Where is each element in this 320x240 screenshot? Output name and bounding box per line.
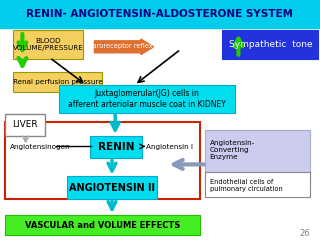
FancyBboxPatch shape (59, 85, 235, 113)
FancyArrow shape (94, 39, 154, 55)
Text: ANGIOTENSIN II: ANGIOTENSIN II (69, 183, 155, 193)
FancyBboxPatch shape (0, 0, 320, 28)
Text: Angiotensin-
Converting
Enzyme: Angiotensin- Converting Enzyme (210, 140, 255, 160)
FancyBboxPatch shape (5, 215, 200, 235)
FancyBboxPatch shape (205, 172, 310, 197)
FancyBboxPatch shape (13, 72, 102, 92)
FancyBboxPatch shape (5, 114, 45, 136)
Text: VASCULAR and VOLUME EFFECTS: VASCULAR and VOLUME EFFECTS (25, 221, 180, 229)
FancyBboxPatch shape (13, 30, 83, 59)
Text: LIVER: LIVER (12, 120, 38, 129)
Text: Angiotensinogen: Angiotensinogen (10, 144, 70, 150)
Text: 26: 26 (300, 228, 310, 238)
FancyBboxPatch shape (205, 130, 310, 185)
Text: Juxtaglomerular(JG) cells in
afferent arteriolar muscle coat in KIDNEY: Juxtaglomerular(JG) cells in afferent ar… (68, 89, 226, 109)
FancyBboxPatch shape (67, 176, 157, 199)
FancyBboxPatch shape (222, 30, 318, 59)
FancyBboxPatch shape (90, 136, 142, 158)
Text: Sympathetic  tone: Sympathetic tone (228, 40, 312, 49)
Text: BLOOD
VOLUME/PRESSURE: BLOOD VOLUME/PRESSURE (12, 38, 84, 51)
Text: Angiotensin I: Angiotensin I (146, 144, 193, 150)
Text: Endothelial cells of
pulmonary circulation: Endothelial cells of pulmonary circulati… (210, 180, 282, 192)
Text: Baroreceptor reflex: Baroreceptor reflex (89, 43, 153, 49)
Text: RENIN: RENIN (98, 142, 134, 152)
Text: Renal perfusion pressure: Renal perfusion pressure (13, 79, 102, 85)
Text: RENIN- ANGIOTENSIN-ALDOSTERONE SYSTEM: RENIN- ANGIOTENSIN-ALDOSTERONE SYSTEM (27, 9, 293, 19)
